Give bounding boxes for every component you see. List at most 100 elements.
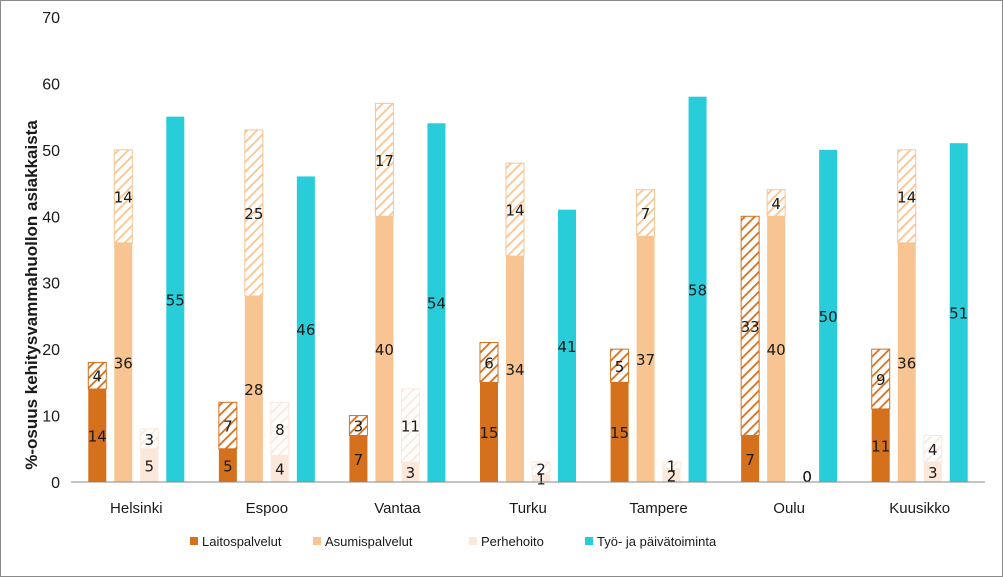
bar-segment: [897, 149, 917, 244]
bar-segment: [610, 382, 629, 482]
bar-segment: [401, 462, 420, 482]
bar-segment: [740, 215, 760, 436]
y-tick-label: 0: [51, 475, 60, 492]
x-category-label: Turku: [509, 500, 547, 517]
bar-segment: [636, 236, 655, 482]
bar-segment: [871, 408, 890, 482]
bar-segment: [923, 462, 942, 482]
bar-segment: [636, 189, 656, 237]
bar-segment: [532, 475, 550, 482]
legend-swatch: [469, 537, 477, 545]
bar-segment: [114, 242, 133, 482]
bar-value-label: 5: [145, 457, 155, 475]
bar-segment: [479, 342, 499, 383]
bar-segment: [296, 176, 315, 482]
bar-segment: [166, 116, 185, 483]
bar-segment: [270, 401, 290, 456]
bar-value-label: 4: [275, 461, 285, 479]
bar-value-label: 11: [871, 437, 890, 455]
legend-label: Asumispalvelut: [325, 534, 413, 549]
legend-label: Perhehoito: [481, 534, 544, 549]
bar-segment: [662, 461, 682, 470]
bar-segment: [374, 102, 394, 217]
bar-segment: [349, 435, 368, 482]
bar-segment: [949, 143, 968, 482]
bar-value-label: 7: [354, 451, 364, 469]
bar-value-label: 1: [667, 457, 677, 475]
bar-segment: [688, 96, 707, 482]
bar-value-label: 0: [802, 468, 812, 486]
bar-value-label: 11: [401, 418, 420, 436]
bar-value-label: 14: [114, 188, 133, 206]
bar-segment: [139, 428, 159, 450]
bar-segment: [244, 129, 264, 297]
bar-value-label: 17: [375, 152, 394, 170]
bar-value-label: 36: [114, 354, 133, 372]
bar-value-label: 7: [223, 418, 233, 436]
bar-segment: [244, 296, 263, 482]
bar-value-label: 15: [479, 424, 498, 442]
bar-segment: [767, 216, 786, 483]
bar-value-label: 50: [819, 308, 838, 326]
y-tick-label: 60: [42, 76, 60, 93]
bar-value-label: 5: [615, 358, 625, 376]
bar-value-label: 14: [88, 428, 107, 446]
bar-segment: [218, 448, 237, 482]
x-axis: Helsinki Espoo Vantaa Turku Tampere Oulu Kuusi…: [71, 481, 985, 517]
bar-segment: [819, 149, 838, 482]
bar-segment: [923, 435, 943, 463]
x-category-label: Tampere: [629, 500, 687, 517]
bar-value-label: 2: [667, 467, 677, 485]
bar-value-label: 51: [949, 305, 968, 323]
bar-value-label: 4: [928, 441, 938, 459]
y-tick-label: 70: [42, 10, 60, 27]
bar-value-label: 9: [876, 371, 886, 389]
bar-value-label: 46: [296, 321, 315, 339]
bar-value-label: 25: [244, 205, 263, 223]
bar-value-label: 5: [223, 457, 233, 475]
bar-value-label: 40: [375, 341, 394, 359]
bar-value-label: 3: [354, 418, 364, 436]
bar-segment: [480, 382, 498, 482]
legend-swatch: [313, 537, 321, 545]
bar-segment: [610, 348, 630, 383]
bar-value-label: 37: [636, 351, 655, 369]
bar-value-label: 6: [484, 354, 494, 372]
bar-segment: [531, 461, 551, 476]
y-tick-label: 10: [42, 409, 60, 426]
bar-segment: [87, 361, 107, 390]
bar-segment: [427, 123, 446, 483]
bar-segment: [113, 149, 133, 244]
y-tick-label: 40: [42, 209, 60, 226]
x-category-label: Helsinki: [110, 500, 163, 517]
bar-segment: [505, 162, 525, 257]
legend-swatch: [585, 537, 593, 545]
y-axis: 0 10 20 30 40 50 60 70: [42, 10, 60, 492]
x-category-label: Espoo: [246, 500, 289, 517]
bar-segment: [662, 468, 681, 482]
x-category-label: Vantaa: [374, 500, 421, 517]
legend: Laitospalvelut Asumispalvelut Perhehoito Ty…: [190, 534, 717, 549]
bar-value-label: 7: [745, 451, 755, 469]
bar-segment: [741, 435, 760, 482]
bar-segment: [218, 401, 238, 450]
bar-segment: [897, 242, 916, 482]
legend-swatch: [190, 537, 198, 545]
bar-segment: [270, 455, 289, 482]
bar-value-label: 14: [897, 188, 916, 206]
bar-value-label: 4: [93, 368, 103, 386]
bar-value-label: 1: [536, 471, 546, 489]
x-category-label: Oulu: [773, 500, 805, 517]
bar-value-label: 7: [641, 205, 651, 223]
bar-segment: [766, 189, 786, 217]
bar-value-label: 3: [145, 431, 155, 449]
bar-value-label: 54: [427, 295, 446, 313]
bar-segment: [400, 388, 420, 463]
x-category-label: Kuusikko: [889, 500, 950, 517]
bar-value-label: 2: [536, 461, 546, 479]
bar-value-label: 3: [406, 464, 416, 482]
bar-value-label: 36: [897, 354, 916, 372]
legend-label: Laitospalvelut: [202, 534, 282, 549]
bar-value-label: 4: [771, 195, 781, 213]
